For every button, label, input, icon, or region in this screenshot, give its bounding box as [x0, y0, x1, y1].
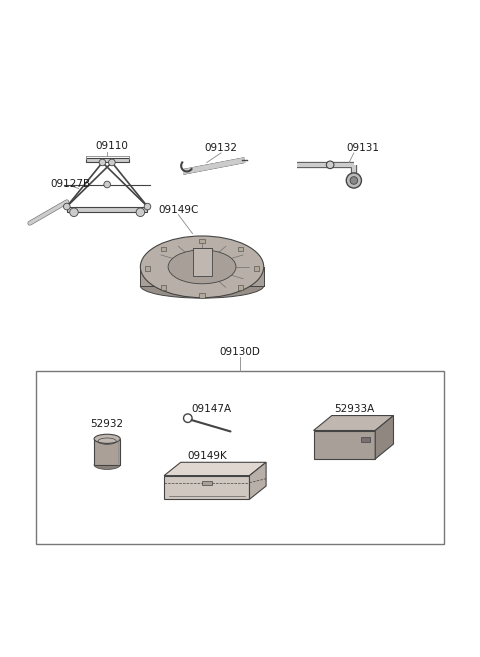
Text: 09127B: 09127B — [50, 179, 90, 189]
Bar — [144, 266, 150, 271]
Polygon shape — [140, 267, 264, 286]
Text: 09131: 09131 — [347, 143, 380, 153]
Polygon shape — [375, 416, 394, 459]
Polygon shape — [164, 463, 266, 476]
Bar — [161, 285, 166, 290]
FancyBboxPatch shape — [361, 437, 370, 442]
FancyBboxPatch shape — [202, 482, 212, 485]
Text: 52933A: 52933A — [334, 404, 374, 414]
FancyBboxPatch shape — [36, 371, 444, 545]
Text: 09147A: 09147A — [192, 404, 231, 414]
Circle shape — [346, 173, 361, 188]
Polygon shape — [250, 463, 266, 499]
Bar — [238, 246, 243, 252]
Ellipse shape — [94, 434, 120, 443]
Text: 09149K: 09149K — [187, 451, 227, 461]
Circle shape — [144, 203, 151, 210]
Text: 09110: 09110 — [96, 141, 128, 150]
FancyBboxPatch shape — [86, 158, 129, 162]
Circle shape — [326, 161, 334, 169]
Bar — [238, 285, 243, 290]
Ellipse shape — [140, 236, 264, 298]
Polygon shape — [313, 416, 394, 430]
FancyBboxPatch shape — [94, 439, 120, 465]
FancyBboxPatch shape — [192, 248, 212, 277]
Circle shape — [99, 159, 106, 166]
Ellipse shape — [94, 461, 120, 470]
Text: 09149C: 09149C — [158, 204, 199, 215]
Text: 09130D: 09130D — [219, 347, 261, 357]
Polygon shape — [164, 476, 250, 499]
Text: 52932: 52932 — [91, 419, 124, 429]
Bar — [199, 293, 205, 298]
Text: 09132: 09132 — [204, 143, 238, 153]
Bar — [254, 266, 260, 271]
Bar — [199, 238, 205, 243]
Circle shape — [136, 208, 144, 217]
FancyBboxPatch shape — [192, 248, 212, 277]
Circle shape — [63, 203, 70, 210]
Ellipse shape — [140, 273, 264, 298]
Circle shape — [70, 208, 78, 217]
Ellipse shape — [168, 250, 236, 284]
Bar — [161, 246, 166, 252]
Circle shape — [104, 181, 110, 188]
Circle shape — [108, 159, 115, 166]
Circle shape — [350, 177, 358, 184]
Polygon shape — [313, 430, 375, 459]
FancyBboxPatch shape — [67, 206, 147, 212]
